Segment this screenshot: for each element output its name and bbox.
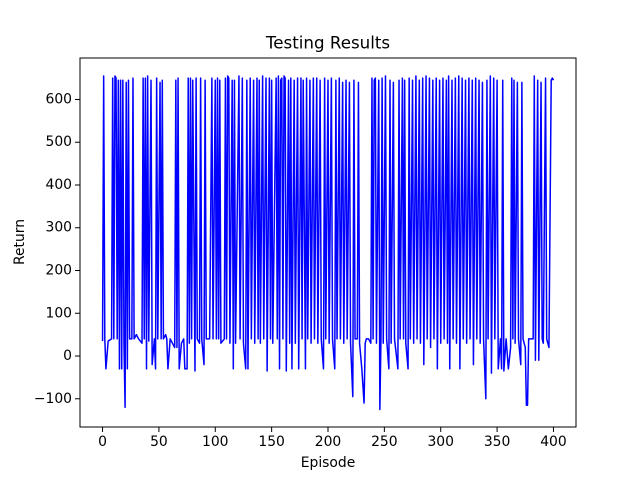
- y-tick-label: 100: [45, 305, 72, 321]
- y-tick-label: 600: [45, 91, 72, 107]
- y-tick-label: 0: [63, 348, 72, 364]
- y-axis-label: Return: [12, 219, 28, 265]
- x-tick-label: 50: [150, 434, 168, 450]
- y-tick-label: 500: [45, 134, 72, 150]
- chart-title: Testing Results: [265, 33, 390, 53]
- x-axis-label: Episode: [301, 455, 356, 471]
- y-tick-label: 300: [45, 220, 72, 236]
- data-line: [101, 75, 555, 411]
- x-tick-label: 200: [315, 434, 342, 450]
- x-tick-label: 400: [540, 434, 567, 450]
- axes-frame: [79, 57, 577, 428]
- x-tick-label: 250: [371, 434, 398, 450]
- x-tick-label: 0: [98, 434, 107, 450]
- x-tick-label: 300: [427, 434, 454, 450]
- x-tick-label: 350: [484, 434, 511, 450]
- y-tick-label: 200: [45, 263, 72, 279]
- y-tick-label: −100: [34, 391, 72, 407]
- y-tick-label: 400: [45, 177, 72, 193]
- x-tick-label: 100: [202, 434, 229, 450]
- x-tick-label: 150: [258, 434, 285, 450]
